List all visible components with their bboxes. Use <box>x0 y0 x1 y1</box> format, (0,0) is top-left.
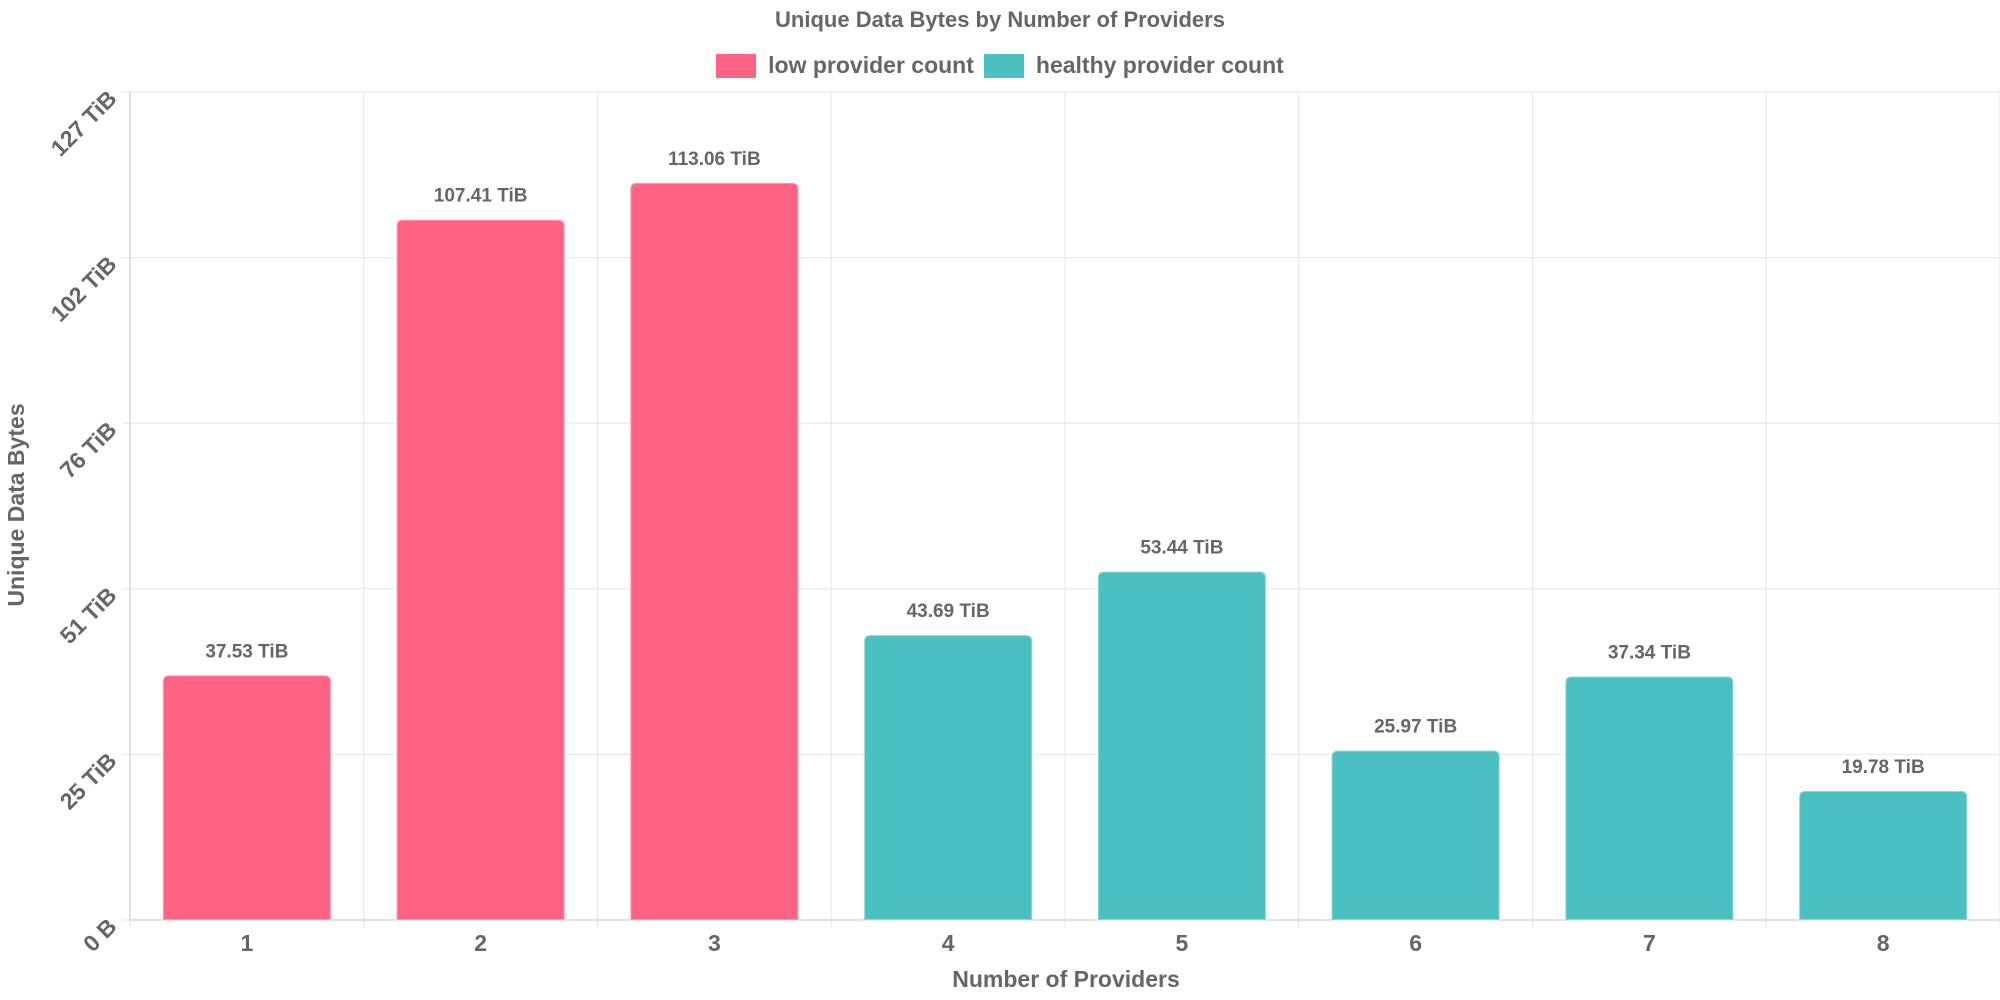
bar-value-label: 43.69 TiB <box>907 601 990 622</box>
y-tick-label: 127 TiB <box>46 85 122 161</box>
x-tick-label: 1 <box>240 930 253 956</box>
x-axis-title: Number of Providers <box>952 966 1180 992</box>
legend: low provider count healthy provider coun… <box>0 52 2000 79</box>
bar-8[interactable] <box>1798 790 1969 921</box>
bar-1[interactable] <box>161 674 332 921</box>
bar-value-label: 19.78 TiB <box>1842 757 1925 778</box>
legend-label-healthy: healthy provider count <box>1035 52 1284 78</box>
x-tick-label: 6 <box>1409 930 1422 956</box>
bar-4[interactable] <box>863 634 1034 921</box>
bar-value-label: 113.06 TiB <box>668 149 761 170</box>
bar-2[interactable] <box>395 218 566 921</box>
x-tick-label: 2 <box>474 930 487 956</box>
bar-7[interactable] <box>1564 675 1735 921</box>
bar-3[interactable] <box>629 181 800 921</box>
bar-value-label: 107.41 TiB <box>434 186 528 207</box>
x-tick-label: 3 <box>708 930 721 956</box>
bar-value-label: 25.97 TiB <box>1374 717 1457 738</box>
bar-5[interactable] <box>1096 570 1267 921</box>
bar-value-label: 37.53 TiB <box>205 641 288 662</box>
legend-item-healthy[interactable]: healthy provider count <box>983 52 1284 79</box>
legend-label-low: low provider count <box>768 52 974 78</box>
legend-swatch-low <box>716 53 757 78</box>
x-tick-label: 8 <box>1877 930 1890 956</box>
y-tick-label: 51 TiB <box>55 582 122 649</box>
bars <box>161 181 1969 921</box>
grid <box>122 91 2000 928</box>
y-tick-label: 25 TiB <box>55 748 122 815</box>
bar-6[interactable] <box>1330 749 1501 921</box>
y-tick-label: 0 B <box>78 913 122 957</box>
y-axis-title: Unique Data Bytes <box>3 403 29 606</box>
y-tick-label: 102 TiB <box>46 251 122 327</box>
x-tick-label: 4 <box>942 930 955 956</box>
legend-swatch-healthy <box>983 53 1024 78</box>
bar-value-label: 37.34 TiB <box>1608 643 1691 664</box>
y-tick-label: 76 TiB <box>55 416 122 483</box>
x-tick-label: 7 <box>1643 930 1656 956</box>
legend-item-low[interactable]: low provider count <box>716 52 974 79</box>
x-tick-label: 5 <box>1175 930 1188 956</box>
chart-title: Unique Data Bytes by Number of Providers <box>775 7 1225 32</box>
bar-value-label: 53.44 TiB <box>1140 538 1223 559</box>
